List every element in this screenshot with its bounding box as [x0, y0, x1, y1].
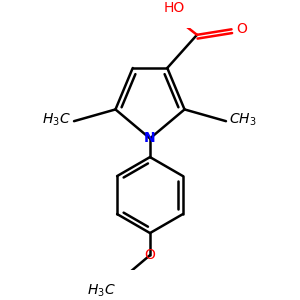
- Text: $CH_3$: $CH_3$: [230, 112, 257, 128]
- Text: O: O: [236, 22, 247, 36]
- Text: O: O: [145, 248, 155, 262]
- Text: $H_3C$: $H_3C$: [42, 112, 70, 128]
- Text: $H_3C$: $H_3C$: [87, 283, 116, 299]
- Text: N: N: [144, 131, 156, 146]
- Text: HO: HO: [164, 1, 185, 15]
